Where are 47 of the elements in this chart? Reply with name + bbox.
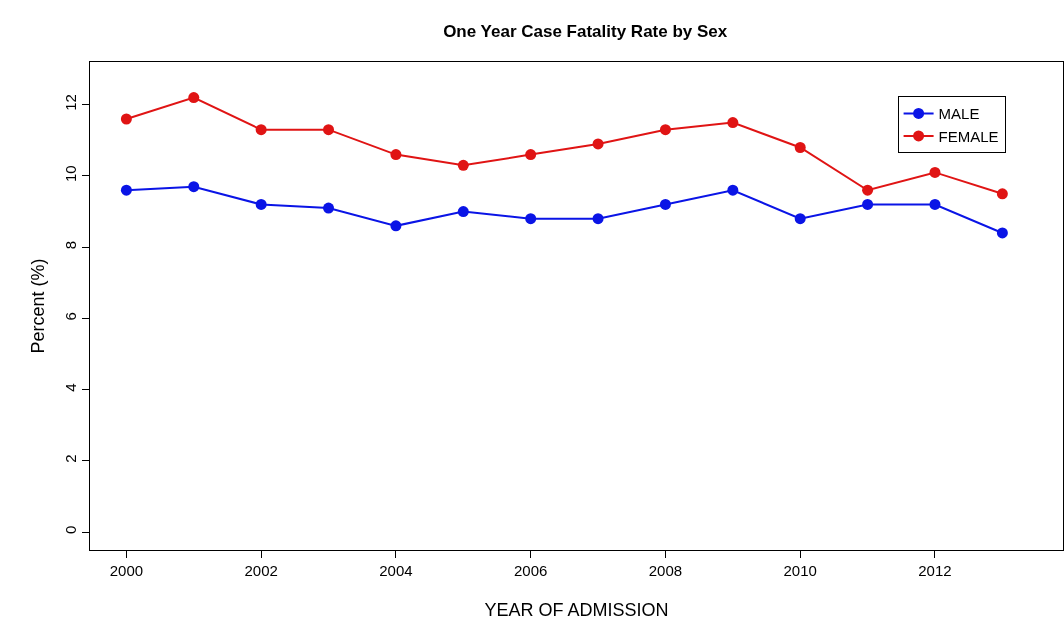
point [996,188,1008,200]
x-tick-label: 2006 [513,562,548,579]
point [323,202,335,214]
point [188,181,200,193]
point [659,198,671,210]
point [457,206,469,218]
point [255,124,267,136]
point [592,138,604,150]
point [525,149,537,161]
point [862,184,874,196]
y-tick-label: 8 [62,240,79,250]
point [929,166,941,178]
point [188,92,200,104]
point [120,113,132,125]
point [120,184,132,196]
point [255,198,267,210]
y-tick-label: 2 [62,454,79,463]
x-tick-label: 2010 [783,562,817,579]
x-axis-title: YEAR OF ADMISSION [484,600,669,621]
point [390,220,402,232]
point [727,117,739,129]
point [794,141,806,153]
point [457,159,469,171]
point [323,124,335,136]
y-tick-label: 10 [62,165,79,183]
point [525,213,537,225]
x-tick-label: 2004 [379,562,413,579]
point [862,198,874,210]
point [592,213,604,225]
x-tick-label: 2008 [648,562,683,579]
y-tick-label: 6 [62,312,79,321]
x-tick-label: 2000 [109,562,144,579]
point [390,149,402,161]
x-tick-label: 2002 [244,562,278,579]
y-tick-label: 12 [62,94,79,111]
x-tick-label: 2012 [918,562,952,579]
point [727,184,739,196]
point [659,124,671,136]
y-tick-label: 4 [62,383,79,392]
chart-title: One Year Case Fatality Rate by Sex [443,21,728,41]
y-tick-label: 0 [62,525,79,535]
point [929,198,941,210]
y-axis-title: Percent (%) [28,258,49,354]
point [794,213,806,225]
legend-label: MALE [938,105,980,123]
point [996,227,1008,239]
legend-label: FEMALE [938,127,999,145]
